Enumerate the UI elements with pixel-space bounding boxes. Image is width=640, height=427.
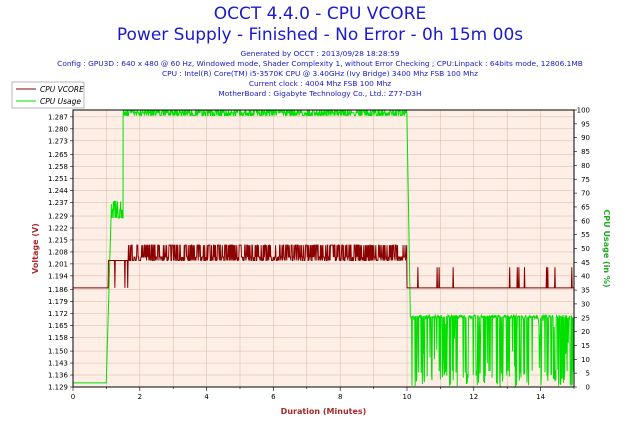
legend-entry-cpu-usage: CPU Usage: [40, 97, 81, 106]
x-tick-label: 12: [469, 393, 478, 401]
left-tick-label: 1.258: [48, 163, 68, 171]
left-tick-label: 1.229: [48, 213, 68, 221]
right-tick-label: 40: [581, 273, 590, 281]
right-tick-label: 50: [581, 245, 590, 253]
info-config: Config : GPU3D : 640 x 480 @ 60 Hz, Wind…: [57, 59, 583, 68]
left-tick-label: 1.143: [48, 360, 68, 368]
right-axis-ticks: 0 5 10 15 20 25 30 35 40 45 50 55 60 65 70 75 80 85 90 95 10…: [574, 107, 590, 392]
right-tick-label: 85: [581, 148, 590, 156]
legend-box: [11, 81, 85, 109]
x-tick-label: 14: [536, 393, 545, 401]
info-cpu: CPU : Intel(R) Core(TM) i5-3570K CPU @ 3…: [161, 69, 478, 78]
left-tick-label: 1.280: [48, 125, 68, 133]
right-tick-label: 100: [577, 107, 590, 115]
right-tick-label: 15: [581, 342, 590, 350]
x-tick-label: 6: [271, 393, 276, 401]
info-motherboard: MotherBoard : Gigabyte Technology Co., L…: [218, 89, 422, 98]
legend: CPU VCORE CPU Usage: [11, 81, 85, 109]
left-tick-label: 1.129: [48, 384, 68, 392]
x-tick-label: 4: [204, 393, 209, 401]
left-axis-ticks: 1.129 1.136 1.143 1.150 1.158 1.165 1.172 1.179…: [48, 113, 73, 392]
y-axis-label-left: Voltage (V): [31, 223, 40, 274]
chart-subtitle: Power Supply - Finished - No Error - 0h …: [116, 25, 524, 45]
right-tick-label: 55: [581, 231, 590, 239]
left-tick-label: 1.265: [48, 151, 68, 159]
right-tick-label: 45: [581, 259, 590, 267]
left-tick-label: 1.186: [48, 286, 69, 294]
x-tick-label: 0: [71, 393, 75, 401]
right-tick-label: 65: [581, 203, 590, 211]
right-tick-label: 10: [581, 356, 590, 364]
right-tick-label: 30: [581, 300, 590, 308]
x-axis-ticks: 0 2 4 6 8 10 12 14: [71, 387, 575, 401]
left-tick-label: 1.136: [48, 372, 69, 380]
right-tick-label: 25: [581, 314, 590, 322]
right-tick-label: 0: [586, 384, 590, 392]
right-tick-label: 60: [581, 217, 590, 225]
left-tick-label: 1.179: [48, 298, 68, 306]
left-tick-label: 1.273: [48, 137, 68, 145]
right-tick-label: 95: [581, 120, 590, 128]
right-tick-label: 70: [581, 190, 590, 198]
left-tick-label: 1.251: [48, 175, 68, 183]
left-tick-label: 1.194: [48, 272, 69, 280]
left-tick-label: 1.158: [48, 334, 68, 342]
left-tick-label: 1.287: [48, 113, 68, 121]
plot-frame: [72, 109, 575, 388]
x-axis-label: Duration (Minutes): [281, 407, 367, 416]
legend-entry-cpu-vcore: CPU VCORE: [40, 85, 84, 94]
left-tick-label: 1.222: [48, 224, 68, 232]
x-tick-label: 8: [338, 393, 342, 401]
right-tick-label: 5: [586, 370, 590, 378]
info-generated: Generated by OCCT : 2013/09/28 18:28:59: [240, 49, 400, 58]
left-tick-label: 1.172: [48, 310, 68, 318]
info-current-clock: Current clock : 4004 Mhz FSB 100 Mhz: [248, 79, 392, 88]
right-tick-label: 80: [581, 162, 590, 170]
right-tick-label: 90: [581, 134, 590, 142]
left-tick-label: 1.208: [48, 248, 68, 256]
left-tick-label: 1.165: [48, 322, 68, 330]
y-axis-label-right: CPU Usage (in %): [602, 209, 611, 287]
right-tick-label: 20: [581, 328, 590, 336]
right-tick-label: 35: [581, 287, 590, 295]
left-tick-label: 1.150: [48, 348, 68, 356]
right-tick-label: 75: [581, 176, 590, 184]
series-line-cpu-vcore: [73, 244, 574, 289]
left-tick-label: 1.201: [48, 260, 68, 268]
left-tick-label: 1.237: [48, 199, 68, 207]
left-tick-label: 1.244: [48, 187, 69, 195]
x-tick-label: 2: [138, 393, 142, 401]
chart-title: OCCT 4.4.0 - CPU VCORE: [213, 4, 427, 24]
left-tick-label: 1.215: [48, 236, 68, 244]
series-line-cpu-usage: [73, 109, 575, 387]
x-tick-label: 10: [403, 393, 412, 401]
